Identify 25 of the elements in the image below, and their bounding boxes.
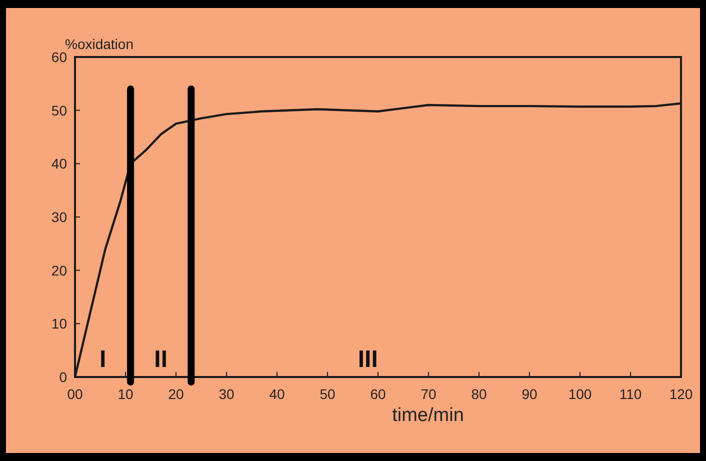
x-tick-label: 30	[218, 386, 234, 402]
x-tick-label: 110	[619, 386, 642, 402]
y-tick-label: 20	[51, 262, 68, 278]
x-tick-label: 20	[168, 386, 184, 402]
x-tick-label: 50	[320, 386, 336, 402]
y-tick-label: 30	[51, 209, 68, 225]
y-tick-label: 60	[51, 49, 68, 65]
x-tick-label: 90	[522, 386, 538, 402]
annotation: II	[154, 346, 168, 373]
y-axis-title: %oxidation	[65, 36, 134, 52]
x-tick-label: 120	[669, 386, 693, 402]
x-tick-label: 40	[269, 386, 285, 402]
y-tick-label: 0	[59, 369, 68, 385]
x-tick-label: 60	[370, 386, 386, 402]
x-tick-label: 100	[568, 386, 592, 402]
x-tick-label: 10	[118, 386, 134, 402]
x-tick-label: 80	[471, 386, 487, 402]
x-tick-label: 00	[67, 386, 83, 402]
annotation: III	[358, 346, 378, 373]
x-tick-label: 70	[420, 386, 436, 402]
annotation: I	[99, 346, 106, 373]
y-tick-label: 10	[51, 316, 68, 332]
x-axis-title: time/min	[392, 405, 464, 426]
y-tick-label: 50	[51, 102, 68, 118]
y-tick-label: 40	[51, 156, 68, 172]
